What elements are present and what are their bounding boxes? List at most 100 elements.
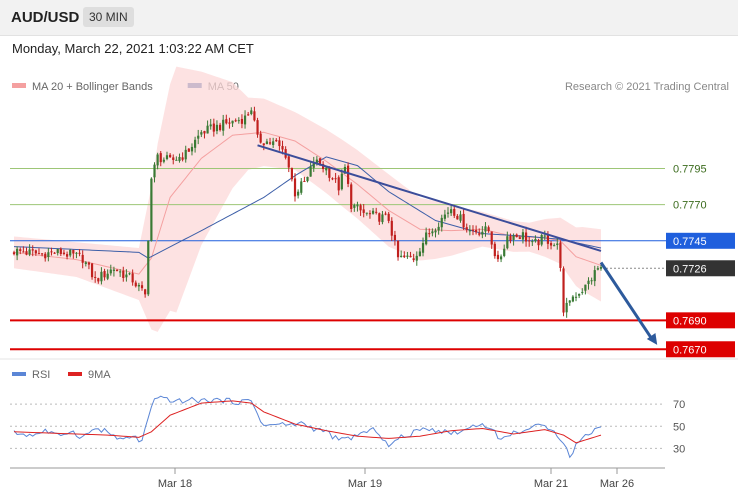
- candle-body: [56, 249, 59, 254]
- candle-body: [72, 249, 75, 254]
- candle-body: [378, 213, 381, 222]
- candle-body: [568, 300, 571, 303]
- candle-body: [446, 212, 450, 214]
- timestamp: Monday, March 22, 2021 1:03:22 AM CET: [12, 41, 254, 56]
- candle-body: [593, 270, 596, 282]
- candle-body: [549, 243, 553, 246]
- bollinger-bands: [14, 66, 601, 332]
- candle-body: [228, 122, 231, 124]
- candle-body: [590, 280, 593, 282]
- candle-body: [337, 177, 340, 191]
- candle-body: [122, 270, 125, 278]
- candle-body: [531, 241, 534, 243]
- candle-body: [390, 220, 393, 236]
- rsi-tick-30: 30: [673, 443, 685, 455]
- candle-body: [181, 157, 184, 160]
- candle-body: [47, 252, 50, 258]
- candle-body: [303, 180, 306, 182]
- candle-body: [150, 178, 153, 241]
- candle-body: [359, 205, 362, 211]
- candle-body: [287, 156, 290, 168]
- candle-body: [193, 139, 197, 148]
- candle-body: [12, 252, 16, 255]
- candle-body: [231, 120, 234, 124]
- x-tick-label-0: Mar 18: [158, 478, 192, 490]
- candle-body: [503, 248, 506, 256]
- candle-body: [387, 213, 390, 221]
- candle-body: [415, 255, 418, 261]
- candle-body: [368, 213, 372, 215]
- candle-body: [162, 159, 165, 162]
- candle-body: [272, 141, 275, 146]
- candle-body: [515, 234, 518, 237]
- candle-body: [119, 271, 122, 273]
- candle-body: [184, 149, 187, 160]
- candle-body: [84, 262, 87, 264]
- candle-body: [234, 120, 237, 122]
- candle-body: [209, 124, 212, 127]
- candle-body: [546, 234, 550, 244]
- candle-body: [518, 237, 521, 239]
- candle-body: [534, 238, 537, 242]
- candle-body: [315, 159, 318, 163]
- candle-body: [437, 226, 440, 231]
- candle-body: [306, 176, 309, 182]
- candle-body: [275, 139, 278, 142]
- candle-body: [225, 119, 228, 124]
- candle-body: [144, 289, 147, 295]
- candle-body: [421, 243, 425, 253]
- candle-body: [253, 111, 256, 121]
- timeframe-button[interactable]: 30 MIN: [83, 7, 134, 27]
- candle-body: [215, 124, 219, 132]
- candle-body: [462, 213, 465, 228]
- candle-body: [375, 211, 378, 213]
- candle-body: [584, 284, 587, 291]
- candle-body: [265, 141, 269, 145]
- candle-body: [350, 184, 353, 210]
- x-tick-label-3: Mar 26: [600, 478, 634, 490]
- candle-body: [468, 230, 471, 232]
- candle-body: [328, 168, 331, 178]
- candle-body: [259, 133, 262, 143]
- candle-body: [556, 243, 559, 246]
- candle-body: [290, 167, 293, 180]
- candle-body: [153, 164, 156, 178]
- candle-body: [412, 258, 415, 261]
- price-level-label-0.7770: 0.7770: [673, 200, 707, 212]
- candle-body: [175, 159, 178, 161]
- candle-body: [465, 227, 468, 230]
- candle-body: [81, 254, 84, 263]
- rsi-9ma-line: [13, 400, 602, 444]
- candle-body: [109, 269, 112, 274]
- candle-body: [309, 166, 312, 177]
- candle-body: [396, 240, 400, 258]
- candle-body: [428, 233, 431, 235]
- candle-body: [362, 209, 365, 213]
- candle-body: [599, 267, 603, 269]
- ma50-line: [13, 156, 602, 259]
- price-level-label-0.7795: 0.7795: [673, 163, 707, 175]
- candle-body: [172, 157, 175, 160]
- candle-body: [403, 255, 406, 258]
- candle-body: [475, 230, 478, 233]
- candle-body: [506, 236, 509, 249]
- candle-body: [325, 167, 328, 171]
- candle-body: [218, 124, 222, 131]
- rsi-legend-label-0: RSI: [32, 369, 50, 381]
- candle-body: [365, 212, 368, 214]
- candle-body: [106, 273, 109, 279]
- price-level-label-0.7726: 0.7726: [673, 263, 707, 275]
- candle-body: [65, 254, 69, 257]
- candle-body: [478, 233, 481, 235]
- forecast-arrow-shaft: [599, 261, 653, 339]
- candle-body: [559, 242, 562, 268]
- candle-body: [425, 232, 428, 245]
- candle-body: [131, 273, 134, 283]
- rsi-legend-swatch-1: [68, 372, 82, 376]
- candle-body: [222, 119, 225, 131]
- legend-swatch-0: [12, 83, 26, 88]
- candle-body: [543, 235, 546, 237]
- candle-body: [262, 143, 265, 146]
